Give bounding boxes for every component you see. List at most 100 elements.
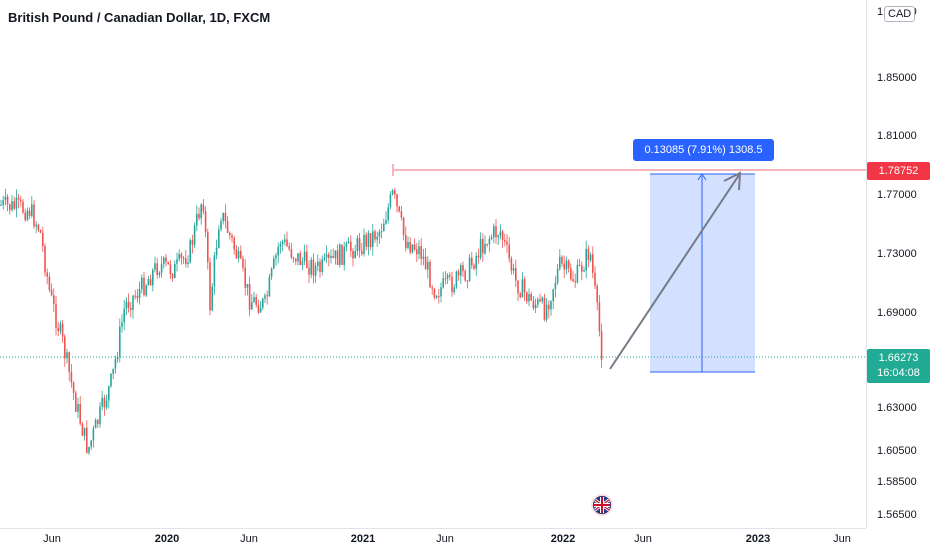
candle-body <box>277 246 279 256</box>
candle-body <box>460 265 462 276</box>
candle-body <box>537 299 539 305</box>
candle-body <box>79 403 81 424</box>
candle-body <box>565 260 568 270</box>
candle-body <box>416 249 418 255</box>
time-tick: Jun <box>240 533 258 545</box>
candle-body <box>510 258 513 271</box>
candle-body <box>422 256 425 259</box>
candle-body <box>457 271 460 276</box>
candle-body <box>310 259 312 275</box>
candle-body <box>110 373 112 387</box>
candle-body <box>361 250 363 254</box>
last-price-value: 1.66273 <box>878 352 919 364</box>
candle-body <box>389 194 392 208</box>
candle-body <box>193 225 196 245</box>
candle-body <box>561 256 563 264</box>
candle-body <box>380 231 383 233</box>
candle-body <box>387 207 389 221</box>
price-tick: 1.69000 <box>877 307 917 319</box>
candle-body <box>105 400 108 408</box>
candle-body <box>332 256 334 258</box>
candle-body <box>488 238 491 245</box>
candle-body <box>145 285 147 296</box>
candle-body <box>325 254 328 258</box>
candle-body <box>391 190 394 195</box>
candle-body <box>88 446 90 453</box>
candle-body <box>572 279 574 282</box>
candle-body <box>251 302 253 310</box>
candle-body <box>490 237 493 239</box>
projection-arrow-line[interactable] <box>609 174 740 370</box>
candle-body <box>290 249 293 258</box>
candle-body <box>90 440 92 447</box>
candle-body <box>471 257 473 266</box>
candle-body <box>81 423 84 436</box>
candle-body <box>477 255 480 258</box>
time-tick: Jun <box>436 533 454 545</box>
candle-body <box>598 302 601 332</box>
candle-body <box>138 289 141 299</box>
uk-flag-icon[interactable] <box>591 494 613 516</box>
candle-body <box>429 261 431 288</box>
candle-body <box>132 295 134 310</box>
candle-body <box>185 258 187 265</box>
candle-body <box>266 295 268 297</box>
candle-body <box>451 276 453 293</box>
candle-body <box>244 267 246 288</box>
candle-body <box>94 419 97 429</box>
candle-body <box>475 255 477 269</box>
symbol-title[interactable]: British Pound / Canadian Dollar, 1D, FXC… <box>8 10 271 25</box>
candle-body <box>539 299 541 302</box>
candle-body <box>541 297 543 302</box>
candle-body <box>37 224 40 231</box>
candle-body <box>576 264 579 283</box>
candle-body <box>46 272 48 277</box>
candle-body <box>156 263 158 276</box>
candle-body <box>592 254 594 273</box>
candle-body <box>163 257 165 265</box>
candle-body <box>42 232 44 247</box>
candle-body <box>545 304 548 320</box>
candle-body <box>64 336 66 359</box>
time-axis[interactable]: Jun 2020 Jun 2021 Jun 2022 Jun 2023 Jun <box>0 528 866 551</box>
candle-body <box>532 300 535 309</box>
candle-body <box>2 199 4 205</box>
candle-body <box>512 268 515 271</box>
currency-button[interactable]: CAD <box>884 6 916 22</box>
candle-body <box>11 201 13 211</box>
candle-body <box>237 251 240 259</box>
candle-body <box>123 308 125 323</box>
candle-body <box>264 295 266 299</box>
candle-body <box>176 259 178 264</box>
price-chart[interactable] <box>0 0 866 528</box>
candle-body <box>20 199 22 202</box>
candle-body <box>75 392 77 412</box>
candle-body <box>554 282 557 290</box>
candle-body <box>438 296 440 298</box>
candle-body <box>147 278 150 286</box>
chart-pane[interactable]: British Pound / Canadian Dollar, 1D, FXC… <box>0 0 866 528</box>
candle-body <box>253 297 255 303</box>
candle-body <box>26 210 29 220</box>
candle-body <box>314 265 317 276</box>
candle-body <box>409 242 411 253</box>
candle-body <box>116 356 119 360</box>
candle-body <box>427 261 429 270</box>
price-axis[interactable]: 1.890001.850001.810001.770001.730001.690… <box>866 0 932 528</box>
price-tick: 1.85000 <box>877 72 917 84</box>
last-price-label: 1.66273 16:04:08 <box>867 349 930 383</box>
candle-body <box>160 264 163 273</box>
candle-body <box>220 221 222 230</box>
candle-body <box>255 297 257 305</box>
candle-body <box>284 239 286 242</box>
candle-body <box>347 241 350 244</box>
candle-body <box>365 234 367 247</box>
measure-label: 0.13085 (7.91%) 1308.5 <box>633 139 774 161</box>
candle-body <box>108 386 110 401</box>
candle-body <box>204 211 207 233</box>
candle-body <box>61 323 64 337</box>
candle-body <box>24 212 26 220</box>
candle-body <box>501 231 504 241</box>
candle-body <box>523 279 526 293</box>
candle-body <box>453 287 455 293</box>
